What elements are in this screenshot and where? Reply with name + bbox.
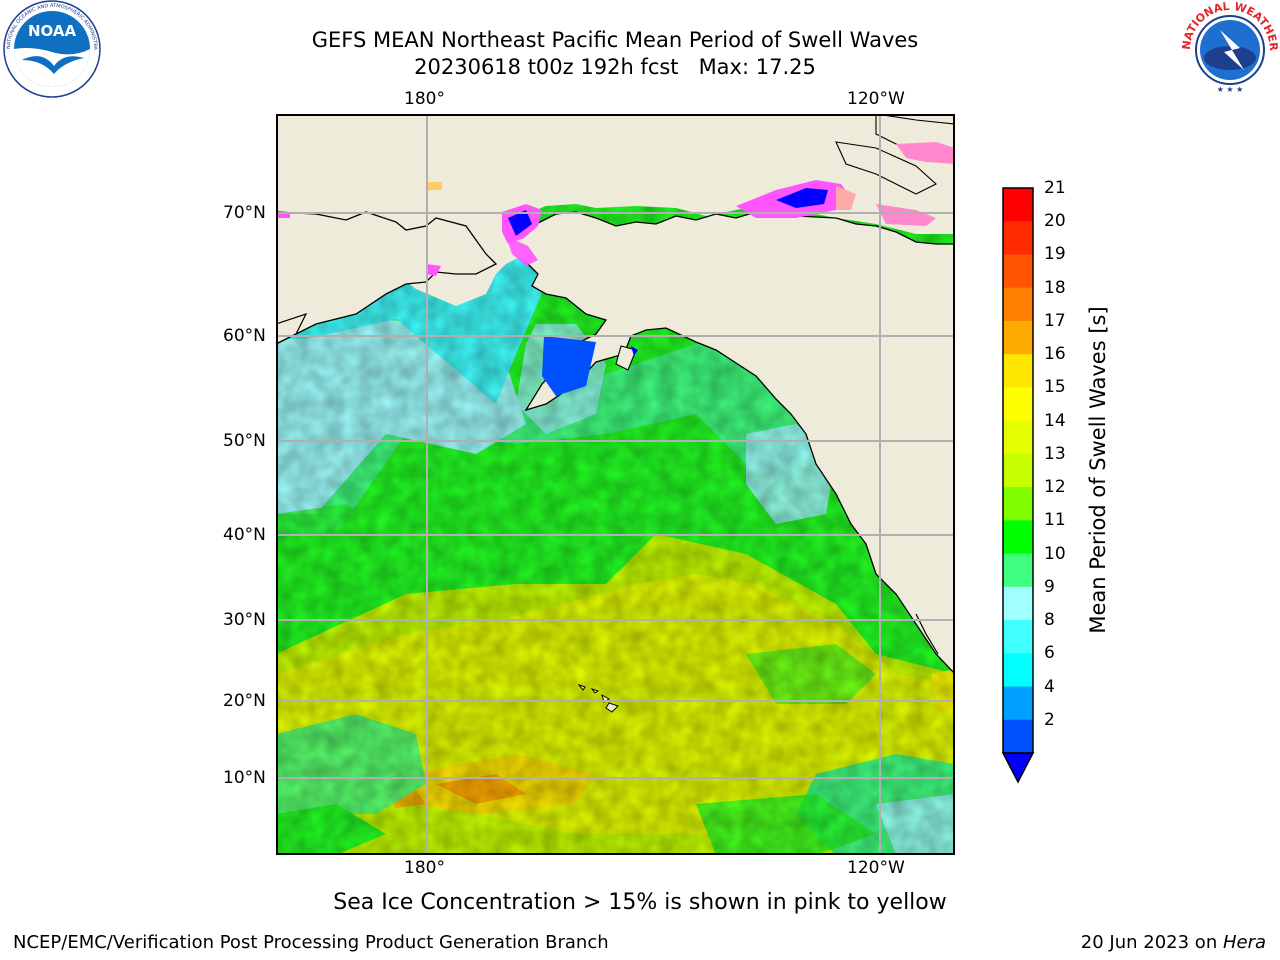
colorbar-tick-label: 8 xyxy=(1044,610,1055,631)
lon-label-bottom-120w: 120°W xyxy=(847,858,905,878)
colorbar-cell xyxy=(1003,453,1033,488)
colorbar-tick-label: 18 xyxy=(1044,277,1066,298)
graticule xyxy=(276,114,955,855)
colorbar-cell xyxy=(1003,188,1033,222)
colorbar-tick-label: 19 xyxy=(1044,244,1066,265)
colorbar-tick-label: 16 xyxy=(1044,344,1066,365)
colorbar-cell xyxy=(1003,686,1033,721)
map-frame xyxy=(276,114,955,855)
chart-subtitle: 20230618 t00z 192h fcst Max: 17.25 xyxy=(414,55,816,79)
lon-label-top-180: 180° xyxy=(404,89,445,109)
colorbar-extend-arrow xyxy=(1001,752,1035,784)
lat-label-10n: 10°N xyxy=(223,768,266,788)
chart-title: GEFS MEAN Northeast Pacific Mean Period … xyxy=(311,28,919,52)
colorbar-cell xyxy=(1003,221,1033,255)
map-panel xyxy=(276,114,955,855)
colorbar-tick-label: 11 xyxy=(1044,510,1066,531)
colorbar-tick-label: 12 xyxy=(1044,477,1066,498)
colorbar-cell xyxy=(1003,254,1033,289)
colorbar-tick-label: 2 xyxy=(1044,709,1055,730)
colorbar-tick-label: 15 xyxy=(1044,377,1066,398)
colorbar-cell xyxy=(1003,620,1033,654)
footer-date: 20 Jun 2023 on Hera xyxy=(1081,932,1266,953)
colorbar-cell xyxy=(1003,586,1033,621)
svg-text:NOAA: NOAA xyxy=(28,22,77,40)
colorbar xyxy=(1001,187,1035,784)
noaa-logo: NOAA NATIONAL OCEANIC AND ATMOSPHERIC AD… xyxy=(2,0,101,98)
footer-host: Hera xyxy=(1222,932,1266,953)
lat-label-50n: 50°N xyxy=(223,431,266,451)
colorbar-tick-label: 21 xyxy=(1044,178,1066,198)
colorbar-tick-label: 14 xyxy=(1044,410,1066,431)
colorbar-cell xyxy=(1003,387,1033,422)
colorbar-tick-label: 10 xyxy=(1044,543,1066,564)
colorbar-tick-label: 4 xyxy=(1044,676,1055,697)
colorbar-tick-label: 20 xyxy=(1044,211,1066,232)
footer-date-text: 20 Jun 2023 on xyxy=(1080,932,1223,953)
colorbar-cell xyxy=(1003,719,1033,754)
nws-logo: NATIONAL WEATHER SERVICE ★ ★ ★ xyxy=(1180,0,1280,98)
sea-ice-caption: Sea Ice Concentration > 15% is shown in … xyxy=(333,890,947,915)
colorbar-cell xyxy=(1003,420,1033,455)
colorbar-cell xyxy=(1003,287,1033,322)
colorbar-cell xyxy=(1003,520,1033,555)
lat-label-20n: 20°N xyxy=(223,691,266,711)
colorbar-cell xyxy=(1003,653,1033,688)
lon-label-bottom-180: 180° xyxy=(404,858,445,878)
colorbar-cell xyxy=(1003,487,1033,521)
colorbar-label: Mean Period of Swell Waves [s] xyxy=(1086,306,1110,634)
lat-label-60n: 60°N xyxy=(223,326,266,346)
colorbar-tick-label: 6 xyxy=(1044,643,1055,664)
colorbar-tick-label: 17 xyxy=(1044,310,1066,331)
colorbar-tick-labels: 21 20 19 18 17 16 15 14 13 12 11 10 9 8 6 4 2 xyxy=(1044,178,1084,778)
colorbar-cell xyxy=(1003,354,1033,388)
colorbar-tick-label: 13 xyxy=(1044,443,1066,464)
colorbar-cell xyxy=(1003,320,1033,355)
lat-label-40n: 40°N xyxy=(223,525,266,545)
colorbar-cell xyxy=(1003,553,1033,588)
svg-text:★ ★ ★: ★ ★ ★ xyxy=(1217,85,1244,94)
lat-label-70n: 70°N xyxy=(223,203,266,223)
lat-label-30n: 30°N xyxy=(223,610,266,630)
lon-label-top-120w: 120°W xyxy=(847,89,905,109)
footer-credit: NCEP/EMC/Verification Post Processing Pr… xyxy=(13,932,609,953)
colorbar-tick-label: 9 xyxy=(1044,576,1055,597)
